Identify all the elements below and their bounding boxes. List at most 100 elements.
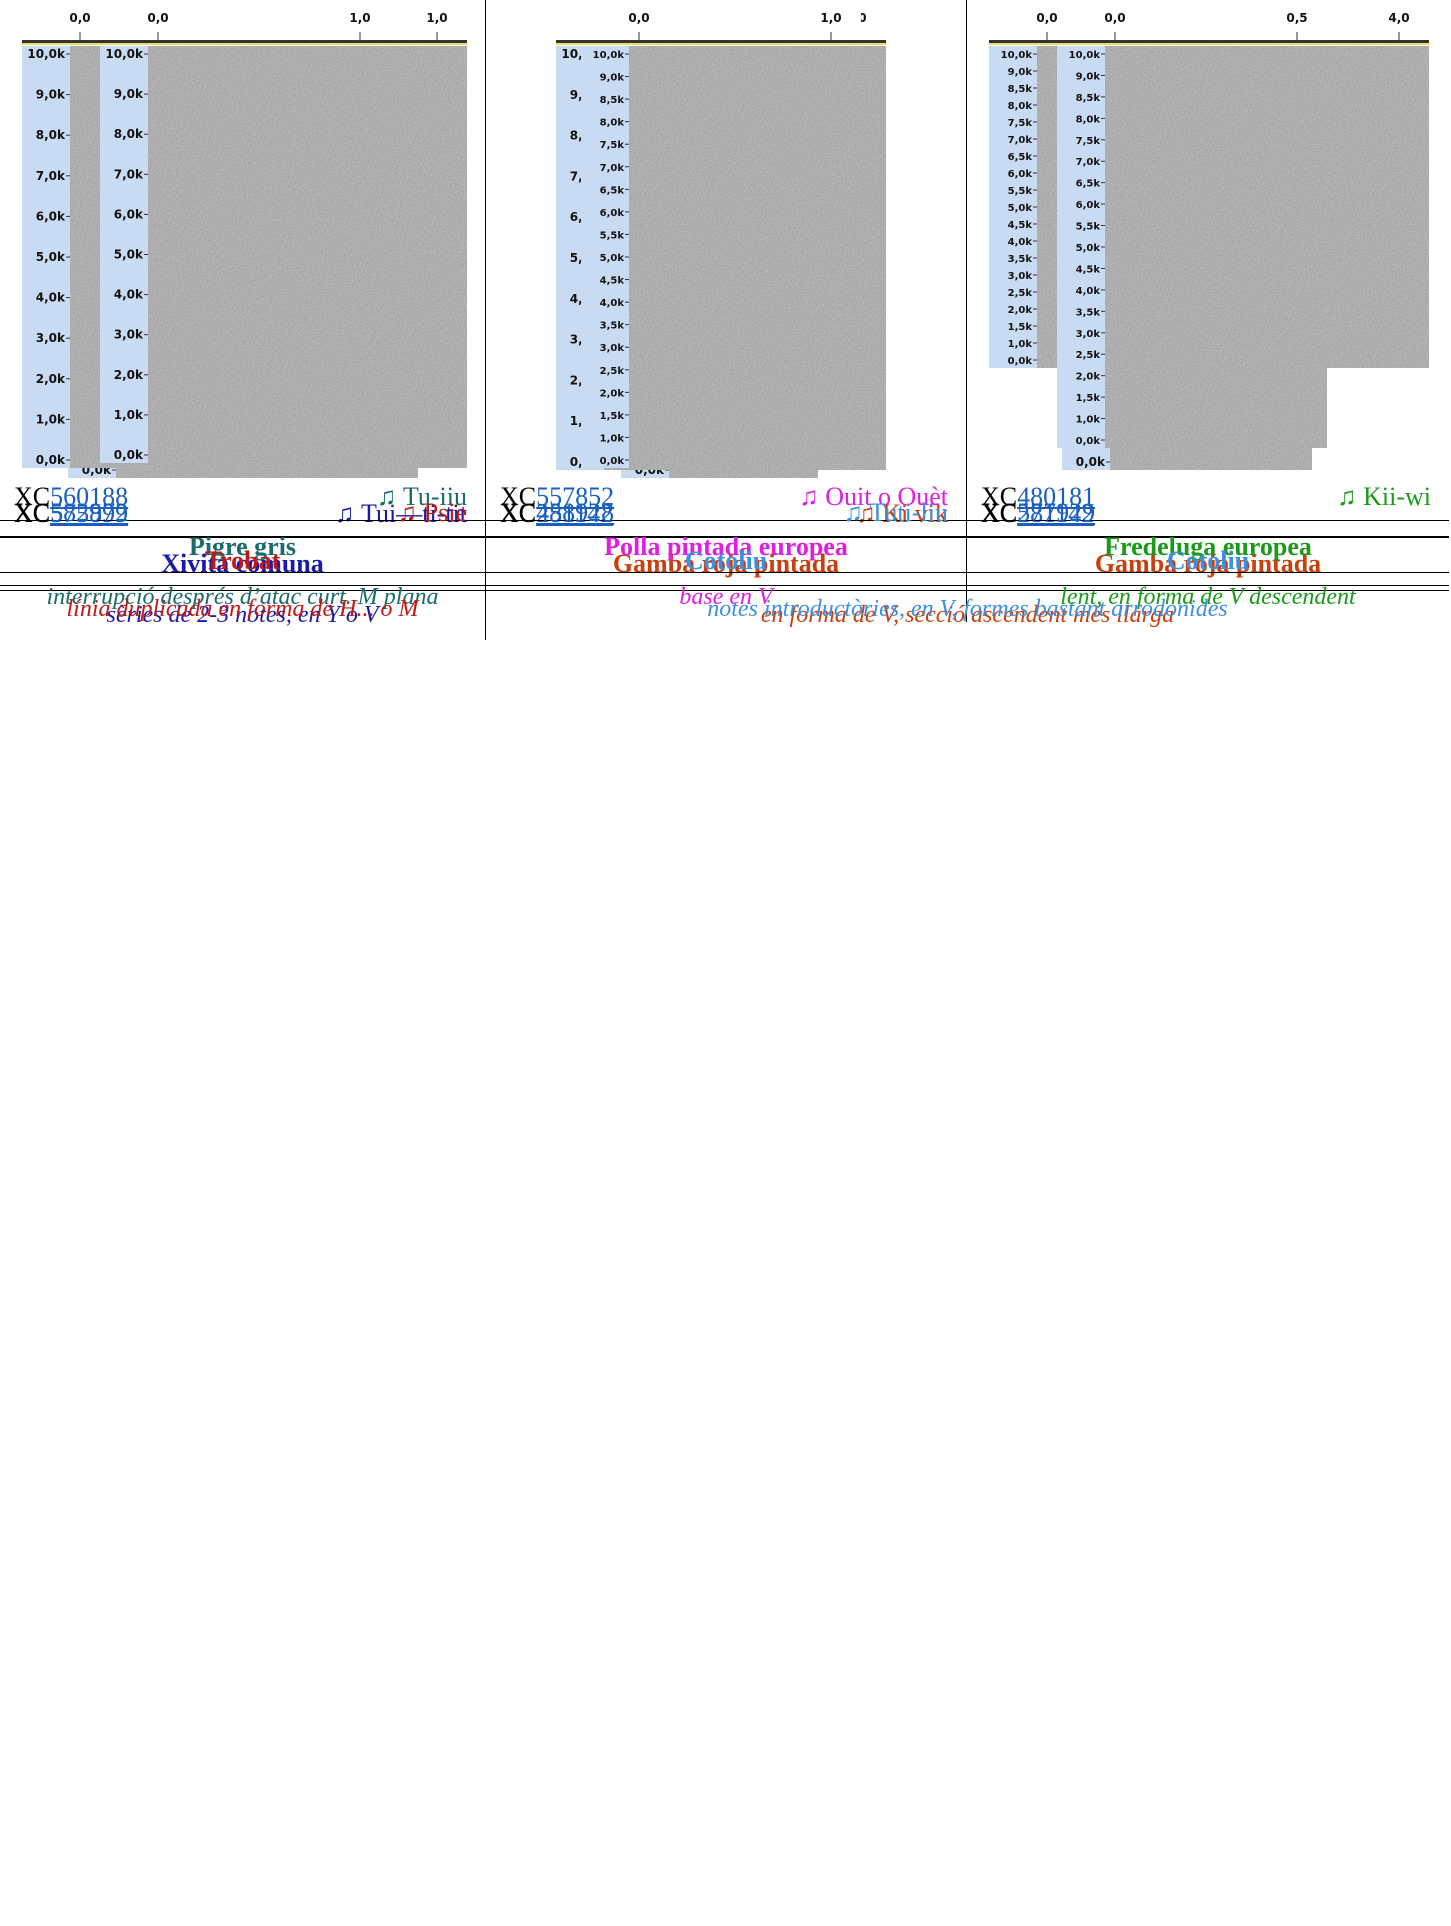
description: notes introductòries, en V, formes basta… <box>707 596 1228 622</box>
ruler-line <box>1057 40 1327 44</box>
spectrogram: 0,0 1,0 10,0k 9,0k 8,5k 8,0k 7,5k 7,0k 6,5k 6,0k 5… <box>581 8 861 468</box>
y-tick-label: 3,5k <box>1008 254 1033 265</box>
y-tick-label: 4,0k <box>1076 286 1101 297</box>
y-tick-label: 4,5k <box>1008 220 1033 231</box>
y-tick-label: 10,0k <box>1069 50 1101 61</box>
spectrogram-noise <box>1105 46 1327 448</box>
xc-id: XC577929 <box>981 498 1095 528</box>
y-tick-label: 2,0k <box>36 372 66 386</box>
y-tick-label: 6,5k <box>600 185 625 196</box>
xc-link[interactable]: 575899 <box>50 499 129 528</box>
x-tick-label: 0,0 <box>69 11 90 25</box>
xc-link[interactable]: 582972 <box>50 498 129 527</box>
y-tick-label: 0,0k <box>1076 436 1101 447</box>
y-tick-label: 2,5k <box>600 366 625 377</box>
y-tick-label: 7,5k <box>1008 118 1033 129</box>
y-tick-label: 1,5k <box>600 411 625 422</box>
y-tick-label: 10,0k <box>593 50 625 61</box>
xc-link[interactable]: 281142 <box>536 499 614 528</box>
species-name: Trobat <box>0 537 486 586</box>
y-tick-label: 1,0k <box>1076 415 1101 426</box>
caption: XC458928 Tuti-liu <box>500 498 948 528</box>
xc-prefix: XC <box>981 498 1018 527</box>
spectrogram: 0,0 0,5 10,0k 9,0k 8,5k 8,0k 7,5k 7,0k 6,5k 6,0k 5… <box>1057 8 1327 448</box>
xc-id: XC560188 <box>14 482 128 512</box>
y-tick-label: 5,5k <box>1076 222 1101 233</box>
y-tick-label: 6,5k <box>1076 179 1101 190</box>
y-tick-label: 8,5k <box>1076 93 1101 104</box>
y-tick-label: 10,0k <box>1001 50 1033 61</box>
y-tick-label: 2,5k <box>1076 350 1101 361</box>
y-tick-label: 8,5k <box>1008 84 1033 95</box>
xc-link[interactable]: 480181 <box>1017 482 1096 511</box>
y-tick-label: 1,0k <box>600 433 625 444</box>
y-tick-label: 3,0k <box>1076 329 1101 340</box>
image-cell: 0,0 0,5 10,0k 9,0k 8,5k 8,0k 7,5k 7,0k 6,5k 6,0k 5… <box>967 0 1449 537</box>
species-name: Gamba roja pintada <box>486 538 967 591</box>
y-tick-label: 8,0k <box>36 128 66 142</box>
ruler <box>1057 8 1327 46</box>
xc-id: XC458928 <box>500 498 614 528</box>
y-tick-label: 6,0k <box>114 207 144 221</box>
y-tick-label: 6,5k <box>1008 152 1033 163</box>
species-name: Cotoliu <box>967 537 1449 586</box>
caption: XC480181 Kii-wi <box>981 482 1431 512</box>
description: lent, en forma de V descendent <box>1060 584 1356 610</box>
y-tick-label: 5,0k <box>36 250 66 264</box>
y-tick-label: 2,0k <box>114 368 144 382</box>
x-tick-label: 1,0 <box>349 11 370 25</box>
xc-id: XC480181 <box>981 482 1095 512</box>
ruler-line <box>100 40 390 44</box>
ruler <box>100 8 390 46</box>
species-name: Xivita comuna <box>0 538 486 591</box>
y-tick-label: 2,0k <box>1076 372 1101 383</box>
caption: XC582972 Psie <box>14 498 467 528</box>
xc-prefix: XC <box>500 498 537 527</box>
y-tick-label: 5,0k <box>600 253 625 264</box>
frequency-strip <box>22 46 70 468</box>
call: Psie <box>398 498 467 528</box>
y-tick-label: 9,0k <box>1076 71 1101 82</box>
y-tick-label: 7,5k <box>600 140 625 151</box>
y-tick-label: 8,5k <box>600 95 625 106</box>
xc-link[interactable]: 560188 <box>50 482 129 511</box>
x-tick-label: 0,5 <box>1286 11 1307 25</box>
caption: XC281142 <box>981 499 1431 529</box>
spectrogram: 0,0 1,0 10,0k 9,0k 8,0k 7,0k 6,0k 5,0k 4,0k 3,0k 2… <box>100 8 390 463</box>
species-name: Cotoliu <box>486 537 967 586</box>
frequency-strip <box>100 46 148 463</box>
xc-prefix: XC <box>500 499 537 528</box>
xc-link[interactable]: 281142 <box>1017 499 1095 528</box>
image-cell: 0,0 1,0 10,0k 9,0k 8,5k 8,0k 7,5k 7,0k 6,5k 6,0k 5… <box>486 0 967 537</box>
frequency-strip <box>581 46 629 468</box>
y-tick-label: 7,0k <box>36 169 66 183</box>
y-tick-label: 3,0k <box>1008 271 1033 282</box>
y-tick-label: 0,0k <box>1076 455 1106 469</box>
xc-prefix: XC <box>981 499 1018 528</box>
description: línia duplicada en forma de H... o M <box>0 586 486 633</box>
ruler-highlight <box>100 43 390 45</box>
y-tick-label: 0,0k <box>36 453 66 467</box>
y-tick-label: 5,5k <box>600 230 625 241</box>
xc-link[interactable]: 458928 <box>536 498 615 527</box>
xc-prefix: XC <box>14 498 51 527</box>
y-tick-label: 3,0k <box>600 343 625 354</box>
x-tick-label: 4,0 <box>1388 11 1409 25</box>
xc-link[interactable]: 557852 <box>536 482 615 511</box>
y-tick-label: 7,5k <box>1076 136 1101 147</box>
x-tick-label: 0,0 <box>1104 11 1125 25</box>
y-tick-label: 10,0k <box>27 47 66 61</box>
frequency-strip <box>1057 46 1105 448</box>
y-tick-label: 4,5k <box>1076 264 1101 275</box>
y-tick-label: 0,0k <box>1008 356 1033 367</box>
xc-link[interactable]: 577929 <box>1017 498 1096 527</box>
table: 0,0 0,5 1,0 10,0k 9,0k 8,0k 7,0k 6,0k 5,0k 4,0k 3,… <box>0 0 1451 1266</box>
y-tick-label: 3,5k <box>1076 307 1101 318</box>
frequency-strip <box>989 46 1037 368</box>
y-tick-label: 1,0k <box>114 408 144 422</box>
ruler-line <box>581 40 861 44</box>
xc-id: XC582972 <box>14 498 128 528</box>
y-tick-label: 1,5k <box>1008 322 1033 333</box>
